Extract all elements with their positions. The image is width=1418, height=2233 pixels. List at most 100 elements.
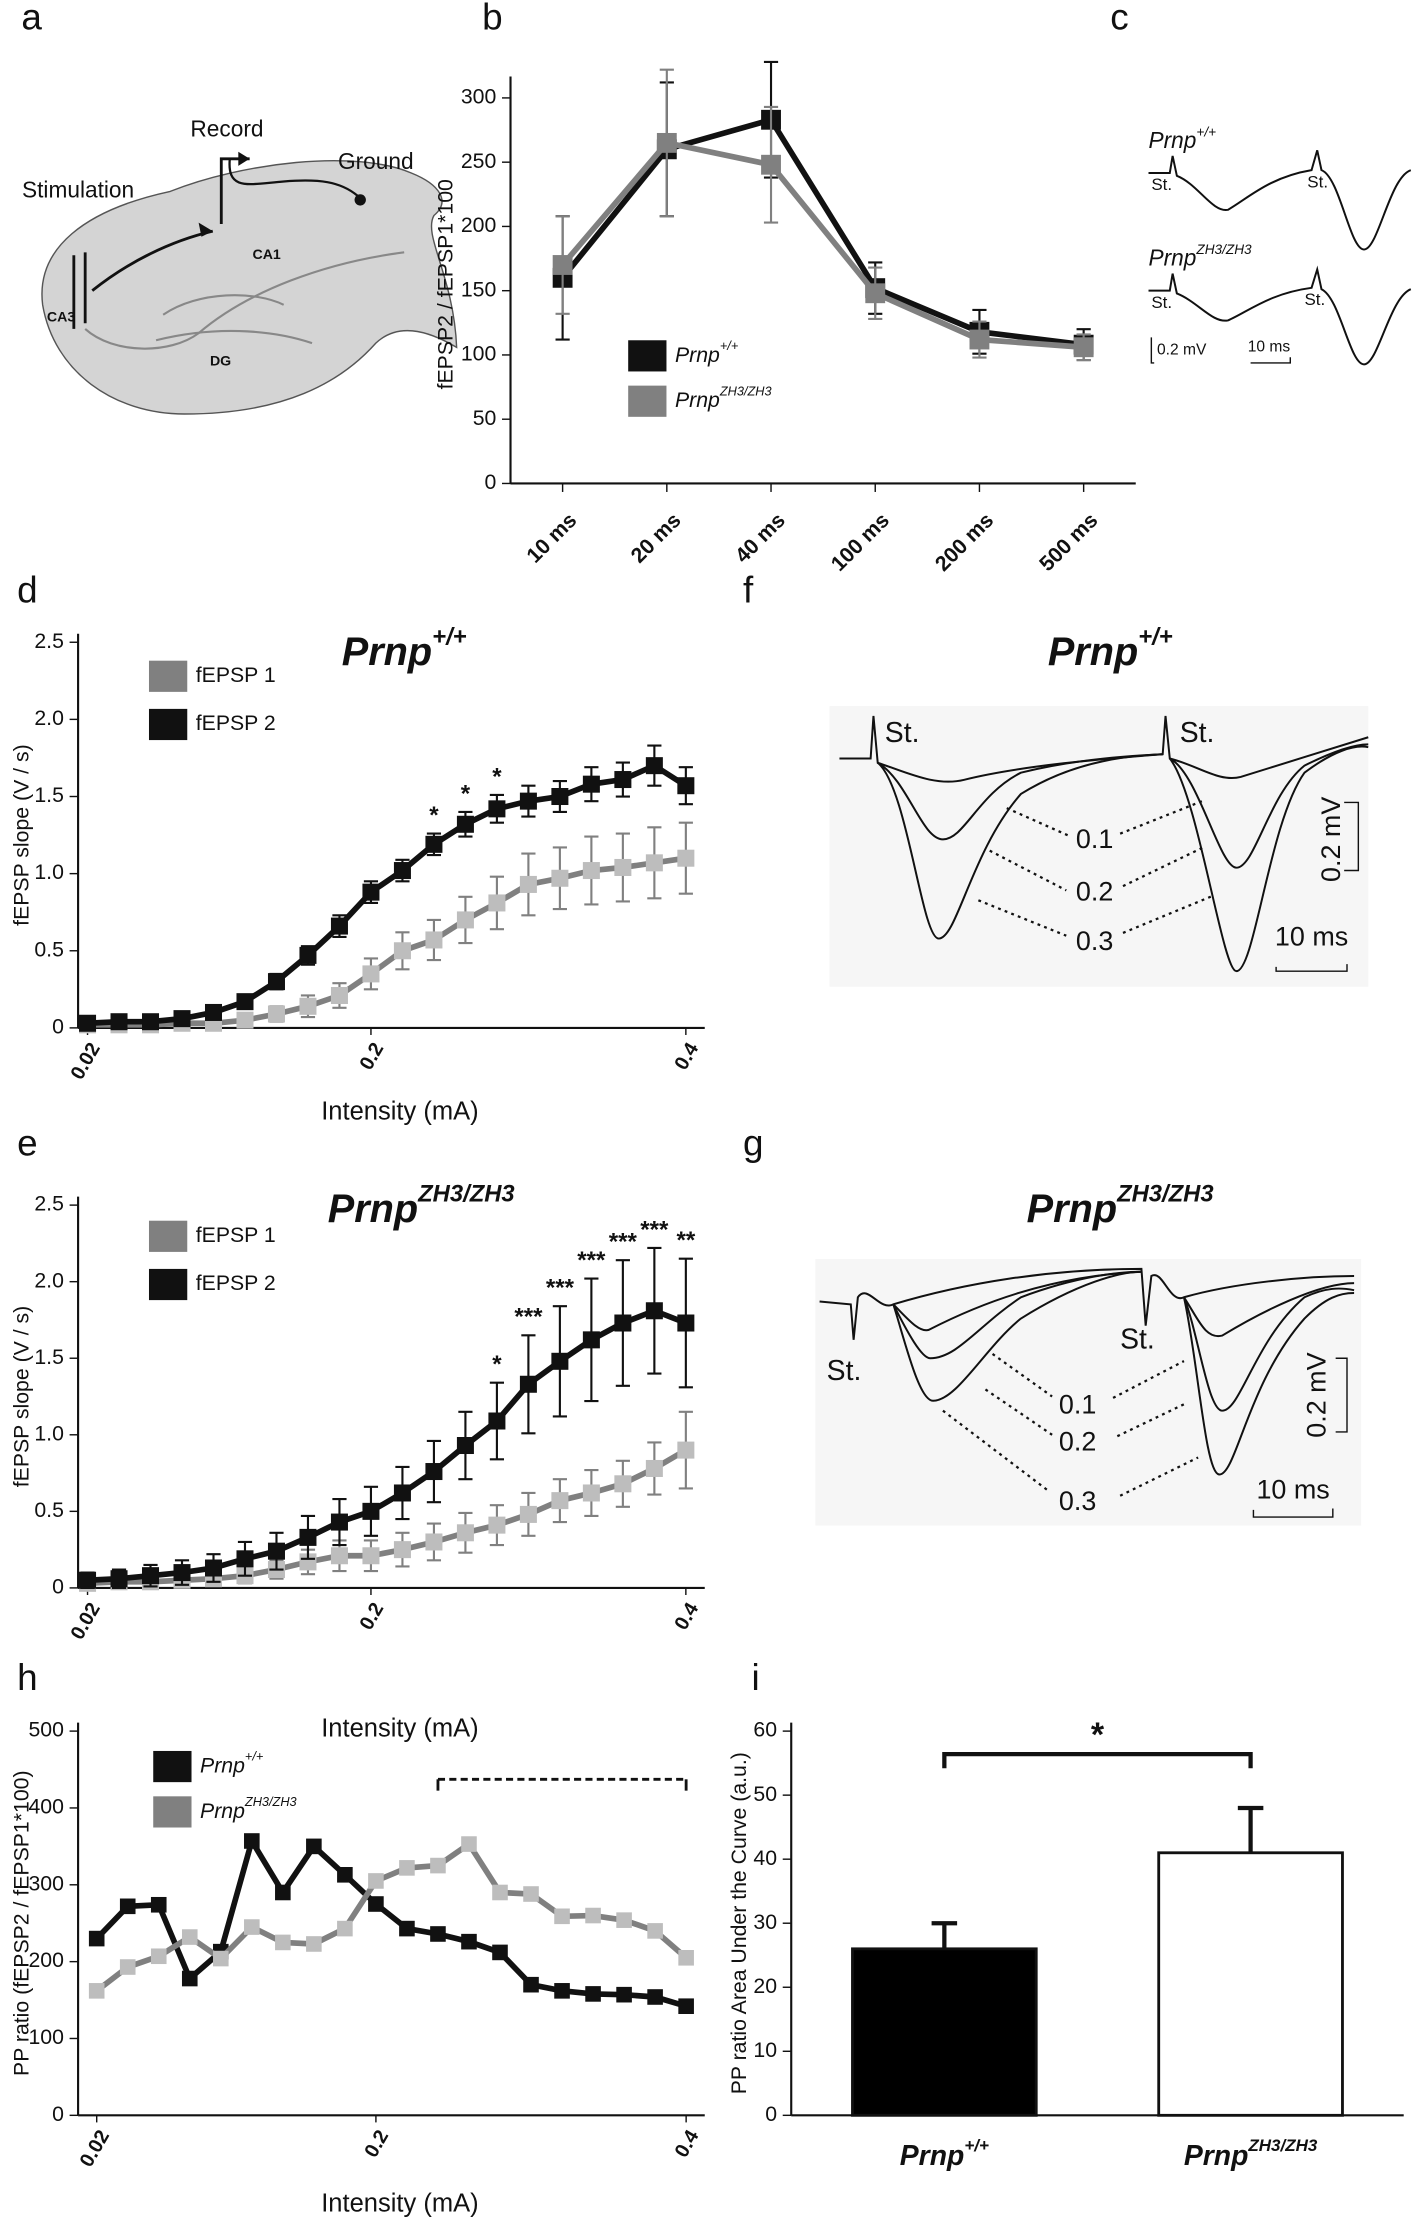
- marker: [645, 854, 663, 872]
- marker: [677, 1314, 695, 1332]
- x-tick-label: 0.4: [671, 2126, 704, 2161]
- annotation: ***: [609, 1229, 638, 1256]
- trace: [892, 1270, 1355, 1412]
- y-axis-label: fEPSP slope (V / s): [9, 744, 33, 926]
- scale-label: 10 ms: [1248, 338, 1291, 355]
- marker: [488, 1516, 506, 1534]
- marker: [275, 1884, 291, 1901]
- text-part: +/+: [1138, 624, 1173, 651]
- y-tick-label: 2.0: [34, 706, 64, 730]
- marker: [142, 1013, 160, 1031]
- x-tick-label: 500 ms: [1035, 508, 1103, 576]
- y-tick-label: 60: [753, 1718, 777, 1742]
- panel-letter: g: [743, 1122, 763, 1163]
- marker: [330, 1513, 348, 1531]
- legend-label: Prnp+/+: [200, 1749, 263, 1777]
- marker: [393, 1484, 411, 1502]
- marker: [582, 775, 600, 793]
- trace: [892, 1270, 1355, 1476]
- stim-electrode: [72, 252, 87, 329]
- marker: [678, 1998, 694, 2015]
- marker: [362, 965, 380, 983]
- marker: [554, 1908, 570, 1925]
- marker: [456, 911, 474, 929]
- marker: [519, 1505, 537, 1523]
- marker: [425, 1533, 443, 1551]
- marker: [647, 1923, 663, 1939]
- y-tick-label: 2.5: [34, 629, 64, 653]
- y-tick-label: 0: [52, 1575, 64, 1599]
- trace-label: 0.1: [1059, 1390, 1096, 1420]
- y-tick-label: 50: [473, 406, 497, 430]
- slice: [41, 160, 458, 415]
- x-tick-label: 0.4: [670, 1599, 703, 1634]
- legend-swatch: [148, 708, 188, 741]
- panel-letter: e: [17, 1122, 37, 1163]
- trace-title: PrnpZH3/ZH3: [1149, 242, 1253, 271]
- y-tick-label: 0.5: [34, 1498, 64, 1522]
- marker: [236, 1550, 254, 1568]
- marker: [647, 1989, 663, 2005]
- marker: [337, 1920, 353, 1937]
- marker: [362, 883, 380, 901]
- marker: [299, 1553, 317, 1571]
- arrowhead: [198, 222, 213, 237]
- scale-label: 10 ms: [1256, 1475, 1329, 1505]
- marker: [110, 1570, 128, 1588]
- text-part: Prnp: [200, 1753, 245, 1777]
- legend-swatch: [628, 340, 667, 372]
- marker: [969, 329, 990, 350]
- marker: [173, 1564, 191, 1582]
- y-tick-label: 0: [52, 2102, 64, 2126]
- marker: [519, 875, 537, 893]
- trace-label: 0.2: [1076, 876, 1113, 906]
- text-part: +/+: [720, 338, 738, 353]
- marker: [212, 1950, 229, 1967]
- scale-bar: [1252, 1357, 1348, 1518]
- marker: [616, 1986, 632, 2003]
- marker: [330, 1547, 348, 1565]
- x-tick-label: 100 ms: [826, 508, 894, 576]
- marker: [267, 1542, 285, 1560]
- text-part: Prnp: [328, 1188, 418, 1232]
- text-part: Prnp: [675, 342, 720, 366]
- stim-label: St.: [1120, 1324, 1155, 1356]
- marker: [299, 997, 317, 1015]
- legend-swatch: [628, 385, 667, 417]
- marker: [425, 835, 443, 853]
- scale-bar: [1275, 801, 1360, 972]
- trace-label: 0.1: [1076, 824, 1113, 854]
- marker: [488, 1412, 506, 1430]
- significance-label: *: [1091, 1716, 1105, 1754]
- x-tick-label: 0.02: [67, 1599, 105, 1643]
- x-tick-label: 0.02: [76, 2126, 114, 2170]
- trace-background: [829, 706, 1369, 987]
- label: Record: [190, 115, 263, 141]
- scale-label: 0.2 mV: [1302, 1352, 1332, 1437]
- marker: [181, 1929, 198, 1945]
- text-part: Prnp: [1184, 2140, 1249, 2172]
- y-tick-label: 200: [28, 1948, 63, 1972]
- panel-letter: b: [482, 0, 503, 38]
- leader-lines: [942, 1353, 1199, 1497]
- text-part: Prnp: [1027, 1188, 1117, 1232]
- marker: [677, 1441, 695, 1459]
- y-tick-label: 10: [753, 2038, 777, 2062]
- marker: [142, 1567, 160, 1585]
- x-tick-label: 20 ms: [626, 508, 686, 568]
- x-tick-label: 0.2: [360, 2126, 393, 2161]
- legend-label: PrnpZH3/ZH3: [200, 1794, 297, 1822]
- marker: [523, 1976, 539, 1993]
- y-tick-label: 20: [753, 1974, 777, 1998]
- cell-layer: [84, 251, 405, 350]
- marker: [204, 1559, 223, 1577]
- x-axis-label: Intensity (mA): [321, 1714, 478, 1742]
- text-part: +/+: [432, 624, 467, 651]
- y-tick-label: 250: [461, 149, 496, 173]
- chart-title: PrnpZH3/ZH3: [328, 1181, 515, 1232]
- panel-letter: h: [17, 1657, 37, 1698]
- x-tick-label: 10 ms: [522, 508, 582, 568]
- error-bar: [931, 1921, 958, 1949]
- y-tick-label: 300: [461, 85, 496, 109]
